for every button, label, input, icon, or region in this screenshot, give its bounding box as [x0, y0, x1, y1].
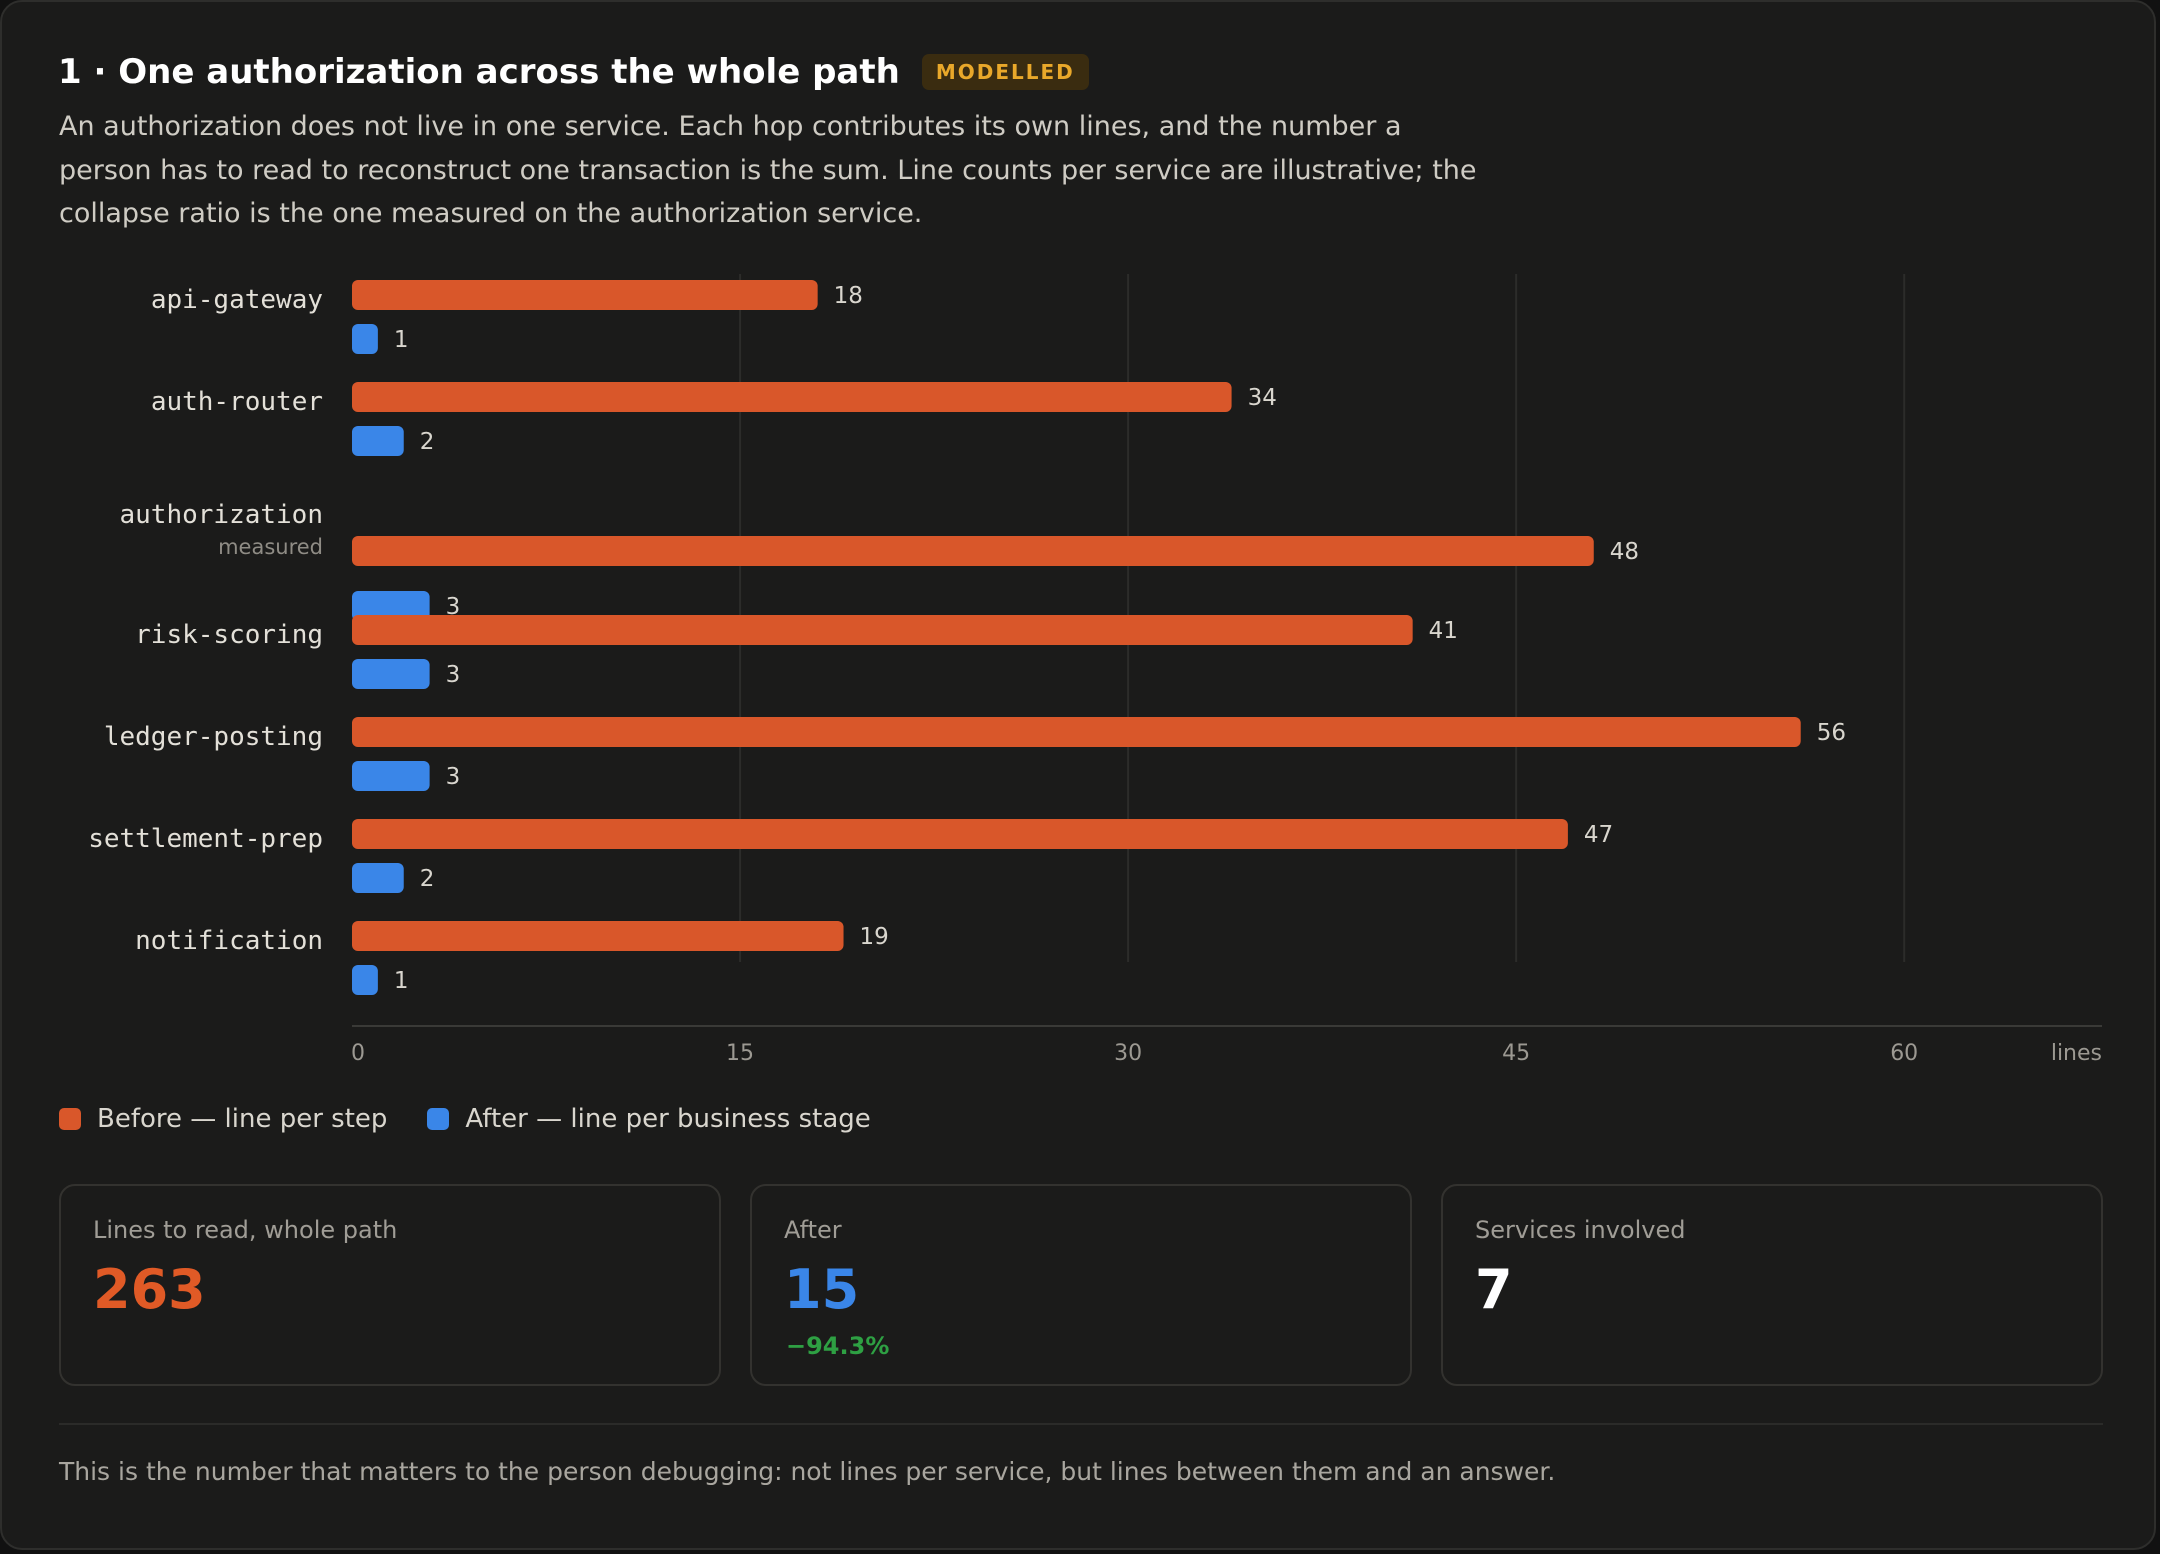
value-label-before-api-gateway: 18 [834, 283, 863, 309]
value-label-after-api-gateway: 1 [394, 327, 409, 353]
section-description: An authorization does not live in one se… [59, 111, 1477, 229]
category-label-authorization: authorization [120, 500, 324, 530]
bar-chart: 0 15 30 45 60 lines api-gateway 18 1 auth-router 3… [88, 274, 2102, 1066]
value-label-before-risk-scoring: 41 [1429, 618, 1458, 644]
category-label-risk-scoring: risk-scoring [135, 620, 323, 650]
bar-before-notification [352, 921, 844, 951]
value-label-after-risk-scoring: 3 [446, 662, 461, 688]
stat-value: 263 [93, 1258, 206, 1321]
value-label-after-auth-router: 2 [420, 429, 435, 455]
bar-before-api-gateway [352, 280, 818, 310]
modelled-badge: MODELLED [921, 54, 1089, 90]
value-label-after-settlement-prep: 2 [420, 866, 435, 892]
bar-after-ledger-posting [352, 761, 430, 791]
x-tick-label-30: 30 [1114, 1041, 1142, 1066]
value-label-after-ledger-posting: 3 [446, 764, 461, 790]
x-tick-label-0: 0 [351, 1041, 365, 1066]
stat-value: 7 [1475, 1258, 1513, 1321]
value-label-after-authorization: 3 [446, 594, 461, 620]
value-label-before-settlement-prep: 47 [1584, 822, 1613, 848]
x-axis-label: lines [2051, 1041, 2102, 1066]
stat-card-after: After 15 −94.3% [750, 1184, 1412, 1386]
x-tick-label-45: 45 [1502, 1041, 1530, 1066]
legend-swatch-after [427, 1108, 450, 1130]
bar-after-authorization [352, 591, 430, 621]
bar-after-auth-router [352, 426, 404, 456]
value-label-before-authorization: 48 [1610, 539, 1639, 565]
category-label-auth-router: auth-router [151, 387, 323, 417]
x-tick-label-15: 15 [726, 1041, 754, 1066]
legend-label-before: Before — line per step [97, 1104, 388, 1134]
bar-after-notification [352, 965, 378, 995]
value-label-before-auth-router: 34 [1248, 385, 1277, 411]
x-tick-label-60: 60 [1890, 1041, 1918, 1066]
bar-before-authorization [352, 536, 1594, 566]
value-label-before-notification: 19 [860, 924, 889, 950]
bar-after-risk-scoring [352, 659, 430, 689]
category-note-authorization: measured [218, 535, 323, 559]
section-title: 1 · One authorization across the whole p… [58, 52, 900, 92]
legend-label-after: After — line per business stage [465, 1104, 871, 1134]
category-label-ledger-posting: ledger-posting [104, 722, 323, 752]
stat-card-services: Services involved 7 [1441, 1184, 2103, 1386]
stat-card-lines-total: Lines to read, whole path 263 [59, 1184, 721, 1386]
stat-delta: −94.3% [786, 1332, 890, 1360]
category-label-settlement-prep: settlement-prep [88, 824, 323, 854]
value-label-before-ledger-posting: 56 [1817, 720, 1846, 746]
bar-before-risk-scoring [352, 615, 1413, 645]
legend-item-after: After — line per business stage [427, 1104, 871, 1134]
stat-label: After [784, 1216, 842, 1244]
title-row: 1 · One authorization across the whole p… [58, 52, 1089, 92]
category-label-api-gateway: api-gateway [151, 285, 323, 315]
chart-legend: Before — line per step After — line per … [59, 1104, 911, 1134]
legend-item-before: Before — line per step [59, 1104, 387, 1134]
value-label-after-notification: 1 [394, 968, 409, 994]
bar-before-settlement-prep [352, 819, 1568, 849]
divider [59, 1423, 2103, 1425]
stat-label: Lines to read, whole path [93, 1216, 398, 1244]
legend-swatch-before [59, 1108, 81, 1130]
bar-after-api-gateway [352, 324, 378, 354]
bar-before-auth-router [352, 382, 1232, 412]
bar-after-settlement-prep [352, 863, 404, 893]
stat-value: 15 [784, 1258, 860, 1321]
bar-before-ledger-posting [352, 717, 1801, 747]
category-label-notification: notification [135, 926, 323, 956]
stat-label: Services involved [1475, 1216, 1686, 1244]
footnote: This is the number that matters to the p… [59, 1457, 1556, 1486]
